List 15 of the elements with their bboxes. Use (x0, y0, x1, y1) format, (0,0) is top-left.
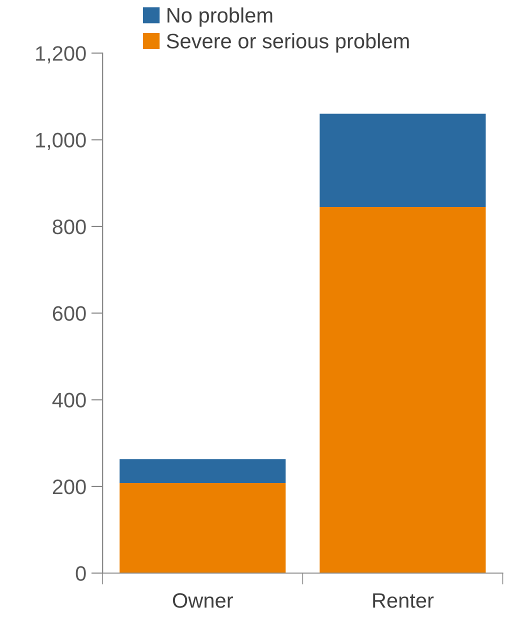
legend-label: No problem (168, 7, 272, 27)
y-tick-label: 0 (76, 566, 86, 581)
y-tick-label: 800 (52, 219, 86, 234)
y-tick-label: 200 (52, 479, 86, 494)
x-tick-label: Renter (373, 593, 434, 608)
bar (120, 459, 286, 483)
y-tick-label: 1,200 (36, 46, 86, 64)
bar (320, 206, 486, 574)
legend-label: Severe or serious problem (166, 33, 409, 53)
bar (320, 114, 486, 207)
bar (120, 482, 286, 574)
y-tick-label: 600 (52, 306, 86, 321)
y-tick-label: 1,000 (36, 132, 86, 150)
x-tick-label: Owner (172, 593, 233, 608)
y-tick-label: 400 (52, 392, 86, 408)
